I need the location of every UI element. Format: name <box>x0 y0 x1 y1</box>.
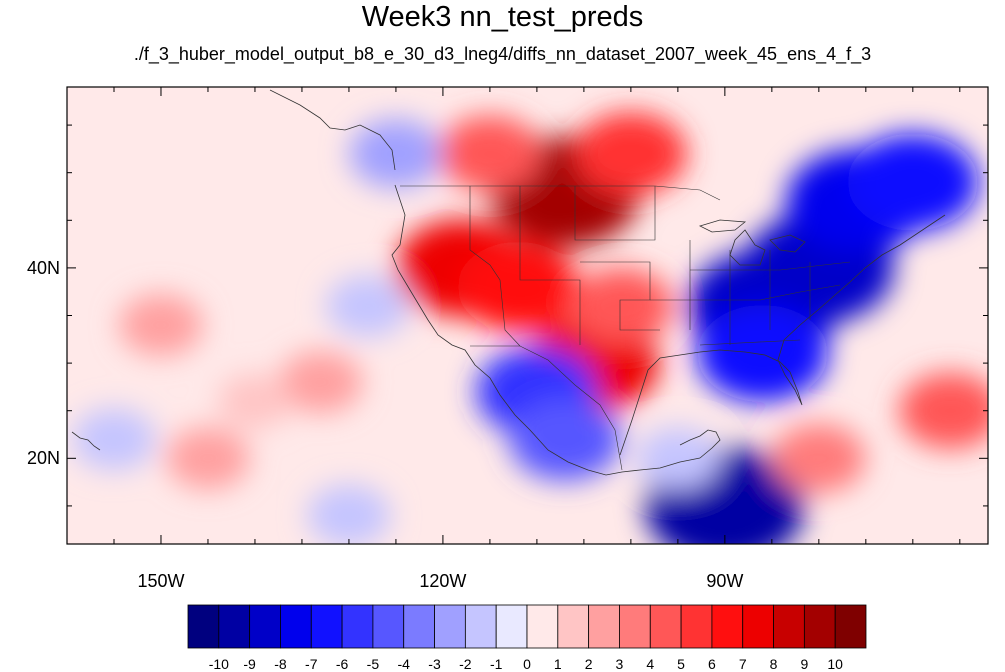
anomaly-blob <box>349 119 443 189</box>
anomaly-blob <box>325 274 410 337</box>
colorbar-label: -9 <box>243 656 256 672</box>
y-tick-label: 20N <box>26 448 60 469</box>
colorbar-label: -5 <box>366 656 380 672</box>
anomaly-blob <box>438 115 542 192</box>
colorbar-swatch <box>403 604 435 649</box>
anomaly-blob <box>772 423 866 493</box>
anomaly-blob <box>72 408 156 471</box>
colorbar-swatch <box>218 604 251 649</box>
anomaly-blob <box>696 305 828 403</box>
anomaly-field <box>72 112 988 544</box>
colorbar-label: 2 <box>584 656 593 672</box>
x-tick-label: 150W <box>137 571 185 591</box>
coastline-outlines <box>71 89 946 476</box>
colorbar-swatch <box>803 604 836 649</box>
anomaly-blob <box>847 133 979 231</box>
anomaly-blob <box>119 294 203 357</box>
anomaly-blob <box>278 351 363 414</box>
colorbar-label: 6 <box>708 656 716 672</box>
x-tick-label: 90W <box>706 571 744 591</box>
gulf-atlantic-outline <box>619 214 946 456</box>
anomaly-blob <box>166 427 250 490</box>
colorbar-swatch <box>773 604 805 649</box>
plot-subtitle: ./f_3_huber_model_output_b8_e_30_d3_lneg… <box>133 44 872 64</box>
colorbar-swatch <box>372 604 405 649</box>
colorbar-swatch <box>495 604 528 649</box>
colorbar-swatch <box>680 604 713 649</box>
colorbar-label: 8 <box>769 656 778 672</box>
colorbar-swatch <box>588 604 620 649</box>
map-ticks <box>67 87 988 544</box>
colorbar-swatch <box>341 604 374 649</box>
x-tick-label: 120W <box>419 571 467 591</box>
us-canada-border <box>400 185 721 201</box>
colorbar <box>187 604 867 649</box>
colorbar-label: -1 <box>489 656 503 672</box>
state-line-south <box>650 284 841 301</box>
state-line-plains-south <box>580 261 660 331</box>
state-lines-east <box>689 240 811 345</box>
anomaly-blob <box>457 241 579 332</box>
colorbar-label: -4 <box>397 656 410 672</box>
colorbar-label: -7 <box>305 656 318 672</box>
anomaly-blob <box>899 372 988 449</box>
anomaly-blob <box>570 267 673 344</box>
colorbar-label: 10 <box>827 656 843 672</box>
colorbar-swatch <box>711 604 744 649</box>
colorbar-swatch <box>434 604 466 649</box>
anomaly-blob <box>636 427 720 490</box>
anomaly-blob <box>307 484 391 544</box>
colorbar-label: 5 <box>677 656 685 672</box>
colorbar-swatch <box>557 604 590 649</box>
west-coast-outline <box>391 184 701 476</box>
colorbar-swatch <box>526 604 559 649</box>
lake-superior-outline <box>698 219 747 233</box>
colorbar-swatch <box>310 604 343 649</box>
lake-huron-outline <box>769 234 806 253</box>
anomaly-blob <box>217 373 293 429</box>
political-borders <box>400 185 851 471</box>
state-lines-east-horizontal <box>690 261 851 346</box>
colorbar-swatch <box>834 604 867 649</box>
colorbar-label: 4 <box>646 656 655 672</box>
colorbar-label: -10 <box>208 656 229 672</box>
colorbar-label: 7 <box>738 656 747 672</box>
yucatan-outline <box>679 429 721 459</box>
colorbar-swatch <box>649 604 682 649</box>
state-line-west <box>469 186 521 347</box>
colorbar-label: 1 <box>553 656 562 672</box>
colorbar-label: -8 <box>274 656 287 672</box>
map-panel <box>67 87 988 544</box>
colorbar-swatch <box>280 604 312 649</box>
anomaly-blob <box>574 112 687 196</box>
y-tick-label: 40N <box>26 257 60 278</box>
colorbar-label: -3 <box>428 656 441 672</box>
colorbar-swatch <box>249 604 281 649</box>
hawaii-outline <box>71 431 101 451</box>
state-line-plains-north <box>574 186 656 241</box>
colorbar-label: 9 <box>800 656 809 672</box>
colorbar-label: -2 <box>459 656 472 672</box>
lake-michigan-outline <box>729 229 766 266</box>
colorbar-swatch <box>742 604 774 649</box>
colorbar-swatch <box>464 604 497 649</box>
plot-title: Week3 nn_test_preds <box>361 1 644 33</box>
colorbar-swatch <box>187 604 220 649</box>
alaska-panhandle-outline <box>269 89 396 171</box>
state-line-mountain <box>519 186 581 345</box>
colorbar-swatch <box>619 604 651 649</box>
colorbar-label: 0 <box>523 656 531 672</box>
anomaly-blob <box>509 397 622 481</box>
colorbar-label: 3 <box>615 656 624 672</box>
colorbar-label: -6 <box>335 656 349 672</box>
